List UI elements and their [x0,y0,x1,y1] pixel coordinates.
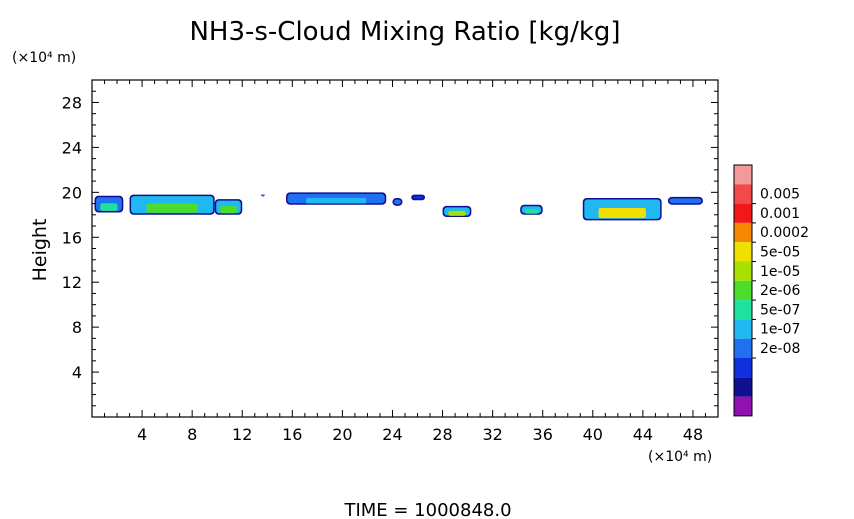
colorbar-segment [734,184,752,204]
x-tick-label: 16 [282,425,302,444]
cloud-region [669,198,702,204]
y-axis-label: Height [29,219,51,282]
cloud-region-core [220,206,237,214]
colorbar-segment [734,165,752,185]
x-tick-label: 8 [187,425,197,444]
cloud-region-core [448,210,466,216]
chart-title: NH3-s-Cloud Mixing Ratio [kg/kg] [189,17,620,47]
x-tick-label: 44 [633,425,653,444]
cloud-region-core [524,209,539,214]
colorbar-segment [734,222,752,243]
x-unit-label: (×10⁴ m) [648,449,712,465]
x-tick-label: 24 [382,425,402,444]
colorbar-segment [734,280,752,301]
y-tick-label: 28 [62,93,82,112]
y-tick-labels: 4 8 12 16 20 24 28 [62,93,82,382]
colorbar-label: 0.001 [760,206,800,222]
cloud-region-core [146,203,198,213]
colorbar: 0.005 0.001 0.0002 5e-05 1e-05 2e-06 5e-07 1e-0… [733,164,809,417]
colorbar-segment [734,396,752,416]
colorbar-segment [734,377,752,397]
y-tick-label: 4 [72,363,82,382]
cloud-region [412,196,424,199]
y-tick-label: 20 [62,183,82,202]
colorbar-segment [734,203,752,223]
colorbar-label: 5e-07 [760,302,800,318]
colorbar-segment [734,319,752,339]
y-tick-label: 12 [62,273,82,292]
cloud-region-core [598,208,646,219]
colorbar-frame [733,164,753,417]
colorbar-label: 2e-06 [760,283,800,299]
x-tick-label: 28 [432,425,452,444]
colorbar-label: 0.0002 [760,225,809,241]
colorbar-segment [734,358,752,378]
colorbar-label: 1e-07 [760,322,800,338]
y-tick-label: 8 [72,318,82,337]
plot-frame [91,79,719,418]
cloud-region-edge [261,194,265,196]
colorbar-label: 2e-08 [760,341,800,357]
colorbar-segment [734,300,752,320]
colorbar-label: 1e-05 [760,264,800,280]
axis-ticks [92,80,718,417]
y-unit-label: (×10⁴ m) [12,50,76,66]
y-tick-label: 24 [62,138,82,157]
colorbar-label: 5e-05 [760,245,800,261]
x-tick-label: 48 [683,425,703,444]
x-tick-labels: 4 8 12 16 20 24 28 32 36 40 44 48 [137,425,703,444]
x-tick-label: 36 [533,425,553,444]
colorbar-segment [734,242,752,262]
colorbar-segment [734,338,752,358]
colorbar-segment [734,261,752,281]
colorbar-label: 0.005 [760,187,800,203]
x-tick-label: 12 [232,425,252,444]
cloud-region [393,199,401,205]
time-footer: TIME = 1000848.0 [343,500,511,519]
cloud-region-core [306,197,367,204]
cloud-region [262,196,264,198]
x-tick-label: 20 [332,425,352,444]
x-tick-label: 32 [482,425,502,444]
x-tick-label: 40 [583,425,603,444]
x-tick-label: 4 [137,425,147,444]
plot-regions [94,192,703,221]
y-tick-label: 16 [62,228,82,247]
cloud-region-core [100,203,118,211]
